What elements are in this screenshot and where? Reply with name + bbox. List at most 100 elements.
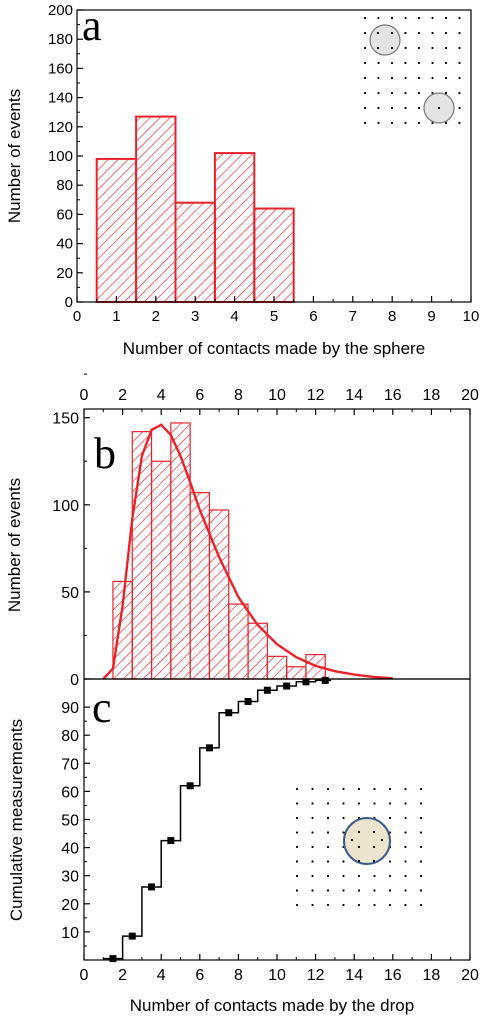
- panel-c-lattice-dot: [295, 816, 299, 820]
- panel-a-lattice-dot: [431, 76, 434, 80]
- panel-a-lattice-dot: [363, 16, 367, 20]
- panel-a-x-tick-label: 5: [270, 308, 278, 325]
- panel-c-lattice-dot: [342, 816, 345, 820]
- panel-b: 0 2 4 6 8 10 12 14 16 18 20 0 50 100 150 b Number of …: [5, 373, 479, 689]
- panel-a-lattice-dot: [417, 46, 421, 50]
- panel-b-y-ticks: 0 50 100 150: [52, 373, 90, 689]
- panel-c-y-tick-label: 20: [61, 897, 79, 914]
- panel-c-lattice-dot: [404, 816, 407, 820]
- panel-b-x-tick-label: 16: [384, 387, 402, 404]
- panel-a-lattice-dot: [417, 31, 421, 35]
- panel-a-lattice-dot: [444, 76, 448, 80]
- panel-c-lattice-dot: [419, 860, 423, 863]
- panel-a-x-tick-label: 9: [427, 308, 435, 325]
- panel-c-lattice-dot: [357, 903, 361, 907]
- panel-c-lattice-dot: [419, 903, 423, 907]
- panel-a-x-tick-label: 7: [349, 308, 357, 325]
- panel-c-lattice-dot: [357, 889, 361, 892]
- panel-a-lattice-dot: [377, 91, 380, 95]
- panel-b-bar: [189, 492, 211, 680]
- panel-c-y-tick-label: 80: [61, 728, 79, 745]
- panel-a-lattice-dot: [404, 46, 407, 50]
- panel-c-lattice-dot: [373, 903, 376, 907]
- panel-a-lattice-dot: [417, 16, 421, 20]
- panel-a: 0 1 2 3 4 5 6 7 8 9 10 0 20 40 60 80 100 120 140 160 180 200…: [5, 1, 479, 358]
- panel-b-letter: b: [94, 429, 116, 478]
- panel-a-lattice-dot: [458, 61, 461, 65]
- panel-c-lattice-dot: [404, 874, 407, 878]
- panel-c-lattice-dot: [373, 802, 376, 805]
- panel-a-lattice-dot: [444, 31, 448, 35]
- panel-c-x-ticks: 0 2 4 6 8 10 12 14 16 18 20: [80, 954, 479, 984]
- panel-c-lattice-dot: [373, 787, 376, 791]
- panel-c-marker: [109, 955, 117, 963]
- panel-a-lattice-dot: [390, 46, 394, 50]
- panel-a-x-tick-label: 1: [112, 308, 120, 325]
- panel-c-y-tick-label: 10: [61, 925, 79, 942]
- panel-c-lattice-dot: [295, 860, 299, 863]
- panel-c-lattice-dot: [342, 802, 345, 805]
- panel-a-lattice-dot: [444, 46, 448, 50]
- panel-c-lattice-dot: [295, 845, 299, 849]
- panel-a-x-tick-label: 0: [73, 308, 81, 325]
- panel-a-bars: [95, 115, 295, 303]
- panel-b-bar: [228, 603, 249, 680]
- panel-c-lattice-dot: [419, 802, 423, 805]
- panel-a-x-tick-label: 6: [309, 308, 317, 325]
- panel-c-lattice-dot: [295, 903, 299, 907]
- panel-a-bar: [95, 157, 138, 303]
- panel-a-x-tick-label: 4: [230, 308, 238, 325]
- panel-b-fit-curve: [102, 423, 393, 680]
- panel-a-lattice-dot: [417, 61, 421, 65]
- panel-c-lattice-dot: [342, 787, 345, 791]
- panel-b-y-axis-title: Number of events: [5, 478, 24, 612]
- panel-c-lattice-dot: [295, 889, 299, 892]
- panel-a-y-axis-title: Number of events: [5, 89, 24, 223]
- panel-c-lattice-dot: [295, 874, 299, 878]
- panel-b-x-tick-label: 2: [118, 387, 127, 404]
- panel-a-x-tick-label: 10: [463, 308, 480, 325]
- panel-a-lattice-dot: [363, 61, 367, 65]
- panel-c-x-tick-label: 20: [461, 967, 479, 984]
- panel-c-x-axis-title: Number of contacts made by the drop: [130, 996, 414, 1015]
- panel-a-letter: a: [82, 1, 102, 50]
- panel-c-lattice-dot: [326, 874, 330, 878]
- panel-c-x-tick-label: 12: [307, 967, 325, 984]
- panel-c-marker: [225, 709, 233, 717]
- panel-a-lattice-dot: [444, 16, 448, 20]
- panel-c-lattice-dot: [295, 787, 299, 791]
- panel-a-y-tick-label: 120: [48, 119, 73, 136]
- panel-a-y-tick-label: 100: [48, 148, 73, 165]
- panel-a-lattice-dot: [404, 61, 407, 65]
- panel-a-lattice-dot: [458, 121, 461, 125]
- panel-b-x-tick-label: 18: [423, 387, 441, 404]
- panel-a-x-tick-label: 3: [191, 308, 199, 325]
- panel-a-lattice-dot: [390, 31, 394, 35]
- panel-a-lattice-dot: [363, 121, 367, 125]
- panel-c-x-tick-label: 8: [234, 967, 243, 984]
- panel-b-x-tick-label: 12: [307, 387, 325, 404]
- panel-a-lattice-dot: [390, 61, 394, 65]
- panel-c-lattice-dot: [357, 830, 361, 834]
- panel-a-y-tick-label: 200: [48, 2, 73, 19]
- panel-a-lattice-dot: [390, 16, 394, 20]
- panel-a-bar: [174, 201, 216, 303]
- panel-a-y-tick-label: 180: [48, 31, 73, 48]
- panel-a-lattice-dot: [404, 16, 407, 20]
- panel-c-x-tick-label: 10: [268, 967, 286, 984]
- panel-c-lattice-dot: [311, 831, 314, 834]
- panel-a-lattice-dot: [404, 91, 407, 95]
- panel-a-y-tick-label: 160: [48, 60, 73, 77]
- panel-a-lattice-dot: [390, 106, 394, 110]
- panel-a-lattice-dot: [458, 76, 461, 80]
- panel-a-lattice-dot: [363, 106, 367, 110]
- panel-c-lattice-dot: [372, 845, 376, 849]
- panel-c-y-tick-label: 40: [61, 841, 79, 858]
- panel-a-lattice-dot: [377, 61, 380, 65]
- panel-c-lattice-dot: [342, 860, 345, 863]
- panel-c-lattice-dot: [404, 831, 407, 834]
- panel-a-lattice-dot: [417, 91, 421, 95]
- panel-c-marker: [263, 686, 271, 694]
- panel-c-lattice-dot: [311, 845, 314, 849]
- panel-a-lattice-dot: [404, 76, 407, 80]
